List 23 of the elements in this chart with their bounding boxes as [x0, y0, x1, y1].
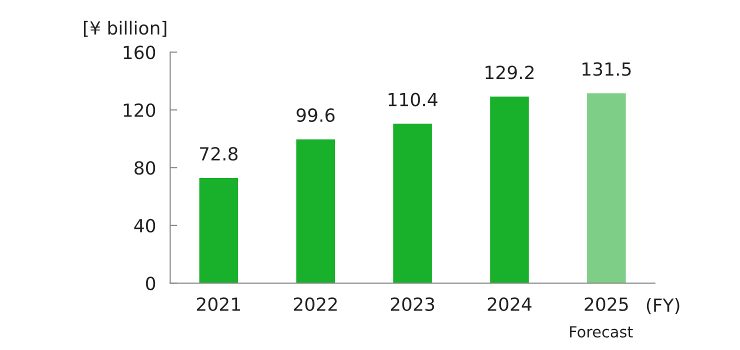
y-tick-label: 80 [134, 161, 156, 175]
bar [393, 124, 432, 284]
bar [296, 139, 335, 284]
y-tick-label: 160 [124, 46, 156, 60]
x-axis-title: (FY) [646, 298, 680, 314]
bar [490, 96, 529, 284]
data-label: 110.4 [388, 92, 438, 106]
y-axis-title: [¥ billion] [84, 20, 166, 37]
data-label: 131.5 [582, 62, 631, 76]
x-tick-label: 2021 [197, 297, 240, 312]
y-tick-label: 120 [124, 103, 156, 118]
x-tick-label: 2022 [294, 297, 337, 312]
bar [199, 178, 238, 284]
x-tick-label: 2023 [390, 297, 434, 312]
data-label: 99.6 [296, 108, 335, 122]
y-tick-label: 0 [146, 276, 156, 290]
x-tick-label: 2024 [488, 297, 532, 312]
y-tick-label: 40 [134, 218, 156, 233]
text: Forecast [570, 326, 633, 338]
data-label: 72.8 [200, 147, 238, 161]
x-tick-label: 2025 [584, 297, 628, 312]
data-label: 129.2 [486, 66, 534, 80]
bar [587, 93, 626, 284]
